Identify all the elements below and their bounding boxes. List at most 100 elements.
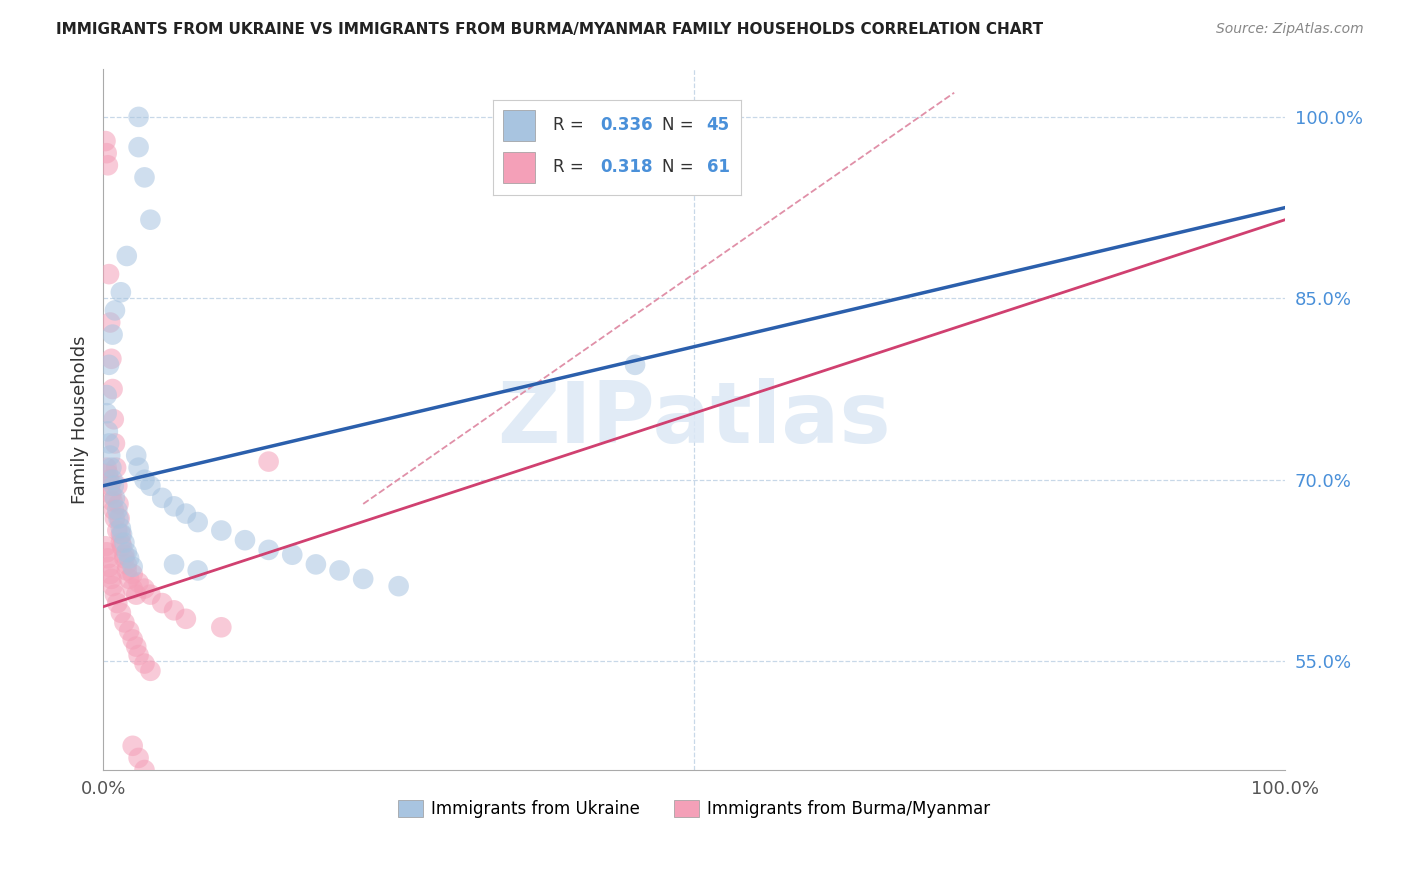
Point xyxy=(110,285,132,300)
Point xyxy=(105,479,128,493)
Point xyxy=(97,467,120,481)
Point xyxy=(112,551,135,566)
Point xyxy=(100,351,122,366)
Point xyxy=(139,479,162,493)
Point xyxy=(150,596,173,610)
Point xyxy=(110,535,132,549)
Point xyxy=(94,539,117,553)
Y-axis label: Family Households: Family Households xyxy=(72,335,89,503)
Point xyxy=(118,572,141,586)
Text: ZIPatlas: ZIPatlas xyxy=(498,377,891,461)
Point xyxy=(118,551,141,566)
Point xyxy=(104,303,127,318)
Point xyxy=(128,140,150,154)
Point xyxy=(104,511,127,525)
Point xyxy=(352,572,374,586)
Point xyxy=(257,542,280,557)
Text: IMMIGRANTS FROM UKRAINE VS IMMIGRANTS FROM BURMA/MYANMAR FAMILY HOUSEHOLDS CORRE: IMMIGRANTS FROM UKRAINE VS IMMIGRANTS FR… xyxy=(56,22,1043,37)
Point xyxy=(139,664,162,678)
Point xyxy=(209,524,232,538)
Point xyxy=(103,503,125,517)
Point xyxy=(98,358,121,372)
Point xyxy=(121,559,143,574)
Point xyxy=(97,551,120,566)
Point xyxy=(107,511,129,525)
Point xyxy=(111,539,134,553)
Point xyxy=(98,436,121,450)
Point xyxy=(100,460,122,475)
Point xyxy=(98,449,121,463)
Point xyxy=(125,449,148,463)
Point xyxy=(107,497,129,511)
Point xyxy=(121,582,143,596)
Point xyxy=(110,527,132,541)
Point xyxy=(105,460,128,475)
Point xyxy=(134,170,156,185)
Point xyxy=(103,479,125,493)
Point xyxy=(110,606,132,620)
Point xyxy=(112,615,135,630)
Point xyxy=(163,558,186,572)
Point xyxy=(108,511,131,525)
Point xyxy=(125,588,148,602)
Point xyxy=(96,460,118,475)
Point xyxy=(101,579,124,593)
Point xyxy=(187,515,209,529)
Point xyxy=(98,567,121,582)
Point xyxy=(115,545,138,559)
Point xyxy=(97,158,120,172)
Point xyxy=(105,524,128,538)
Point xyxy=(134,582,156,596)
Point xyxy=(128,575,150,590)
Point xyxy=(121,739,143,753)
Point xyxy=(101,473,124,487)
Point xyxy=(105,503,128,517)
Point xyxy=(98,267,121,281)
Point xyxy=(121,632,143,647)
Point xyxy=(96,406,118,420)
Point xyxy=(128,648,150,662)
Point xyxy=(104,491,127,505)
Point xyxy=(150,491,173,505)
Point xyxy=(624,358,647,372)
Point xyxy=(233,533,256,548)
Point xyxy=(115,558,138,572)
Text: Source: ZipAtlas.com: Source: ZipAtlas.com xyxy=(1216,22,1364,37)
Point xyxy=(112,535,135,549)
Point xyxy=(134,657,156,671)
Point xyxy=(388,579,411,593)
Point xyxy=(139,212,162,227)
Point xyxy=(128,110,150,124)
Point xyxy=(103,412,125,426)
Point xyxy=(101,327,124,342)
Point xyxy=(112,548,135,562)
Point xyxy=(96,545,118,559)
Point xyxy=(115,249,138,263)
Point xyxy=(118,624,141,638)
Point xyxy=(96,146,118,161)
Point xyxy=(100,572,122,586)
Point xyxy=(105,596,128,610)
Point xyxy=(139,588,162,602)
Point xyxy=(187,564,209,578)
Point xyxy=(163,603,186,617)
Point xyxy=(98,316,121,330)
Legend: Immigrants from Ukraine, Immigrants from Burma/Myanmar: Immigrants from Ukraine, Immigrants from… xyxy=(391,793,997,825)
Point xyxy=(163,500,186,514)
Point xyxy=(128,751,150,765)
Point xyxy=(174,507,197,521)
Point xyxy=(94,134,117,148)
Point xyxy=(209,620,232,634)
Point xyxy=(128,460,150,475)
Point xyxy=(110,521,132,535)
Point xyxy=(328,564,350,578)
Point xyxy=(134,473,156,487)
Point xyxy=(98,559,121,574)
Point xyxy=(104,588,127,602)
Point xyxy=(115,564,138,578)
Point xyxy=(125,640,148,654)
Point xyxy=(134,763,156,777)
Point xyxy=(98,479,121,493)
Point xyxy=(96,388,118,402)
Point xyxy=(257,454,280,468)
